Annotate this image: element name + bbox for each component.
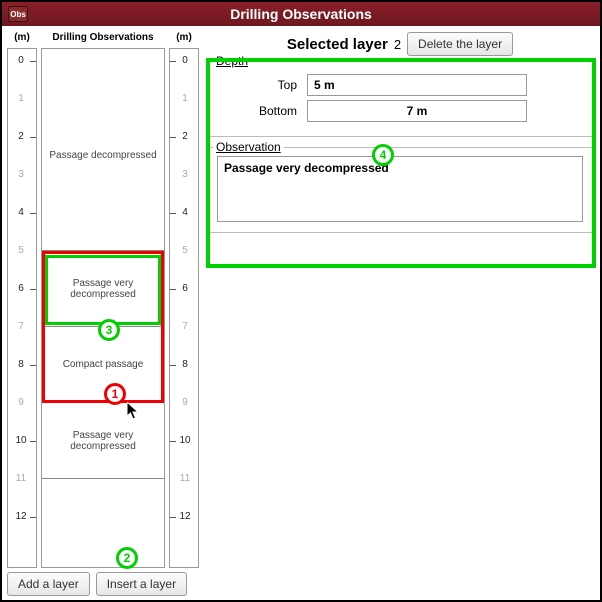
- layer-cell[interactable]: Passage decompressed: [42, 61, 164, 251]
- ruler-tick-label: 0: [174, 55, 196, 66]
- ruler-tick-label: 1: [10, 93, 32, 104]
- main-content: (m) Drilling Observations (m) 0123456789…: [2, 26, 600, 600]
- ruler-tick-label: 3: [174, 169, 196, 180]
- ruler-tick-label: 8: [174, 359, 196, 370]
- ruler-tick-label: 2: [10, 131, 32, 142]
- layer-button-bar: Add a layer Insert a layer: [7, 572, 187, 596]
- layer-cell[interactable]: Passage very decompressed: [42, 403, 164, 479]
- ruler-tick-label: 1: [174, 93, 196, 104]
- delete-layer-button[interactable]: Delete the layer: [407, 32, 513, 56]
- top-label: Top: [217, 78, 307, 92]
- ruler-tick-label: 11: [174, 473, 196, 484]
- ruler-tick-label: 5: [10, 245, 32, 256]
- ruler-tick-label: 3: [10, 169, 32, 180]
- ruler-tick-label: 7: [10, 321, 32, 332]
- ruler-tick-label: 7: [174, 321, 196, 332]
- ruler-left: 0123456789101112: [7, 48, 37, 568]
- selected-layer-index: 2: [394, 37, 401, 52]
- ruler-right-header: (m): [169, 32, 199, 48]
- add-layer-button[interactable]: Add a layer: [7, 572, 90, 596]
- ruler-tick-label: 6: [10, 283, 32, 294]
- ruler-tick-label: 10: [10, 435, 32, 446]
- obs-column-header: Drilling Observations: [41, 32, 165, 48]
- ruler-tick-label: 4: [174, 207, 196, 218]
- ruler-tick-label: 0: [10, 55, 32, 66]
- ruler-left-header: (m): [7, 32, 37, 48]
- ruler-tick-label: 11: [10, 473, 32, 484]
- layer-cell[interactable]: Compact passage: [42, 327, 164, 403]
- ruler-tick-label: 12: [10, 511, 32, 522]
- selected-layer-heading: Selected layer: [287, 36, 388, 53]
- bottom-depth-input[interactable]: [307, 100, 527, 122]
- ruler-tick-label: 9: [174, 397, 196, 408]
- layer-cell[interactable]: [42, 479, 164, 555]
- observation-fieldset: Observation Passage very decompressed: [206, 147, 594, 233]
- window-title: Drilling Observations: [2, 6, 600, 22]
- ruler-tick-label: 2: [174, 131, 196, 142]
- layer-cell[interactable]: Passage very decompressed: [42, 251, 164, 327]
- observation-legend: Observation: [213, 140, 284, 154]
- depth-legend: Depth: [213, 54, 251, 68]
- top-depth-input[interactable]: [307, 74, 527, 96]
- observation-input[interactable]: Passage very decompressed: [217, 156, 583, 222]
- ruler-tick-label: 12: [174, 511, 196, 522]
- bottom-label: Bottom: [217, 104, 307, 118]
- depth-fieldset: Depth Top Bottom: [206, 61, 594, 137]
- insert-layer-button[interactable]: Insert a layer: [96, 572, 187, 596]
- ruler-tick-label: 6: [174, 283, 196, 294]
- log-panel: (m) Drilling Observations (m) 0123456789…: [7, 32, 199, 568]
- observations-column[interactable]: Passage decompressedPassage very decompr…: [41, 48, 165, 568]
- ruler-tick-label: 4: [10, 207, 32, 218]
- ruler-tick-label: 8: [10, 359, 32, 370]
- ruler-tick-label: 10: [174, 435, 196, 446]
- ruler-tick-label: 5: [174, 245, 196, 256]
- title-bar: Obs Drilling Observations: [2, 2, 600, 26]
- ruler-tick-label: 9: [10, 397, 32, 408]
- selected-layer-row: Selected layer 2 Delete the layer: [206, 32, 594, 56]
- details-panel: Selected layer 2 Delete the layer Depth …: [206, 32, 594, 233]
- ruler-right: 0123456789101112: [169, 48, 199, 568]
